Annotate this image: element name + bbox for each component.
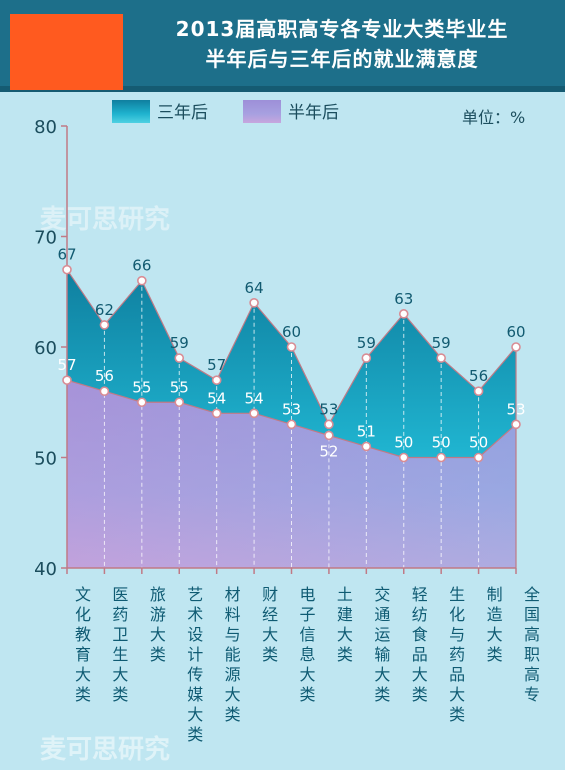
point-three-years (137, 275, 147, 286)
point-three-years (249, 297, 259, 308)
data-label-half-year: 50 (469, 434, 488, 452)
point-half-year (398, 452, 409, 463)
point-half-year (286, 419, 297, 430)
y-tick-label: 80 (34, 117, 57, 138)
data-label-half-year: 54 (245, 389, 264, 407)
point-half-year (436, 452, 446, 463)
data-label-half-year: 56 (95, 367, 114, 385)
logo-block (10, 14, 123, 90)
point-half-year (99, 386, 110, 397)
point-half-year (249, 408, 259, 419)
point-three-years (174, 353, 185, 363)
point-three-years (324, 419, 334, 430)
x-tick-label: 轻纺食品大类 (412, 585, 428, 704)
data-label-half-year: 51 (357, 422, 376, 440)
x-tick-label: 生化与药品大类 (449, 585, 465, 724)
point-three-years (99, 320, 110, 330)
data-label-half-year: 50 (432, 434, 451, 452)
x-tick-label: 土建大类 (337, 585, 353, 664)
title-line-1: 2013届高职高专各专业大类毕业生 (175, 17, 509, 41)
point-three-years (62, 264, 72, 275)
watermark-text: 麦可思研究 (40, 204, 170, 235)
data-label-three-years: 59 (170, 334, 189, 352)
title-line-2: 半年后与三年后的就业满意度 (205, 47, 479, 71)
point-half-year (174, 397, 185, 408)
point-three-years (286, 342, 297, 352)
point-half-year (137, 397, 147, 408)
point-three-years (436, 353, 446, 363)
x-tick-label: 艺术设计传媒大类 (187, 585, 203, 744)
x-tick-label: 文化教育大类 (75, 585, 91, 704)
data-label-three-years: 63 (394, 290, 413, 308)
watermark-text: 麦可思研究 (40, 734, 170, 765)
data-label-three-years: 53 (319, 400, 338, 418)
x-tick-label: 全国高职高专 (524, 585, 540, 704)
data-label-half-year: 52 (319, 442, 338, 460)
legend-label-half-year: 半年后 (288, 103, 339, 123)
x-tick-label: 制造大类 (487, 585, 503, 664)
point-three-years (398, 309, 409, 319)
point-half-year (211, 408, 222, 419)
x-tick-label: 财经大类 (262, 585, 278, 664)
data-label-three-years: 60 (282, 323, 301, 341)
data-label-half-year: 55 (170, 378, 189, 396)
y-tick-label: 50 (34, 449, 57, 470)
data-label-half-year: 50 (394, 434, 413, 452)
legend-swatch-half-year (243, 100, 281, 123)
data-label-three-years: 57 (207, 356, 226, 374)
legend: 三年后 半年后 (112, 100, 339, 123)
data-label-three-years: 59 (432, 334, 451, 352)
x-tick-label: 材料与能源大类 (225, 585, 241, 724)
legend-swatch-three-years (112, 100, 150, 123)
chart-title: 2013届高职高专各专业大类毕业生 半年后与三年后的就业满意度 (126, 14, 558, 74)
legend-label-three-years: 三年后 (157, 103, 208, 123)
data-label-three-years: 59 (357, 334, 376, 352)
data-label-half-year: 54 (207, 389, 226, 407)
x-tick-label: 交通运输大类 (374, 585, 390, 704)
data-label-half-year: 55 (132, 378, 151, 396)
data-label-three-years: 66 (132, 257, 151, 275)
data-label-half-year: 53 (506, 400, 525, 418)
data-label-half-year: 57 (57, 356, 76, 374)
point-three-years (211, 375, 222, 385)
point-half-year (473, 452, 484, 463)
x-tick-label: 电子信息大类 (299, 585, 315, 704)
data-label-three-years: 56 (469, 367, 488, 385)
header-band (0, 86, 565, 92)
point-half-year (361, 441, 372, 452)
data-label-three-years: 64 (245, 279, 264, 297)
point-half-year (511, 419, 521, 430)
x-tick-label: 旅游大类 (150, 585, 166, 664)
point-three-years (511, 342, 521, 352)
point-three-years (473, 386, 484, 397)
data-label-three-years: 60 (506, 323, 525, 341)
data-label-three-years: 62 (95, 301, 114, 319)
x-tick-label: 医药卫生大类 (112, 585, 128, 704)
y-tick-label: 60 (34, 338, 57, 359)
data-label-three-years: 67 (57, 246, 76, 264)
header-bar: 2013届高职高专各专业大类毕业生 半年后与三年后的就业满意度 (0, 0, 565, 92)
unit-label: 单位：% (462, 108, 526, 127)
point-half-year (62, 375, 72, 385)
point-half-year (324, 430, 334, 441)
data-label-half-year: 53 (282, 400, 301, 418)
point-three-years (361, 353, 372, 363)
y-tick-label: 40 (34, 559, 57, 580)
y-tick-label: 70 (34, 228, 57, 249)
